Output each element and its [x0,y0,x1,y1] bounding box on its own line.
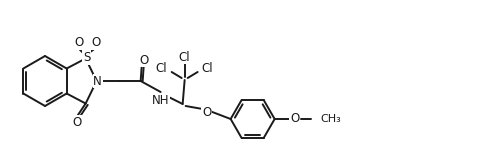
Text: O: O [290,112,299,125]
Text: N: N [93,75,102,88]
Text: Cl: Cl [179,50,190,63]
Text: O: O [91,36,100,49]
Text: Cl: Cl [156,62,167,75]
Text: S: S [83,51,90,64]
Text: O: O [202,106,211,119]
Text: CH₃: CH₃ [321,114,341,124]
Text: O: O [72,116,81,129]
Text: Cl: Cl [202,62,214,75]
Text: NH: NH [152,93,169,106]
Text: O: O [74,36,83,49]
Text: O: O [139,54,148,67]
